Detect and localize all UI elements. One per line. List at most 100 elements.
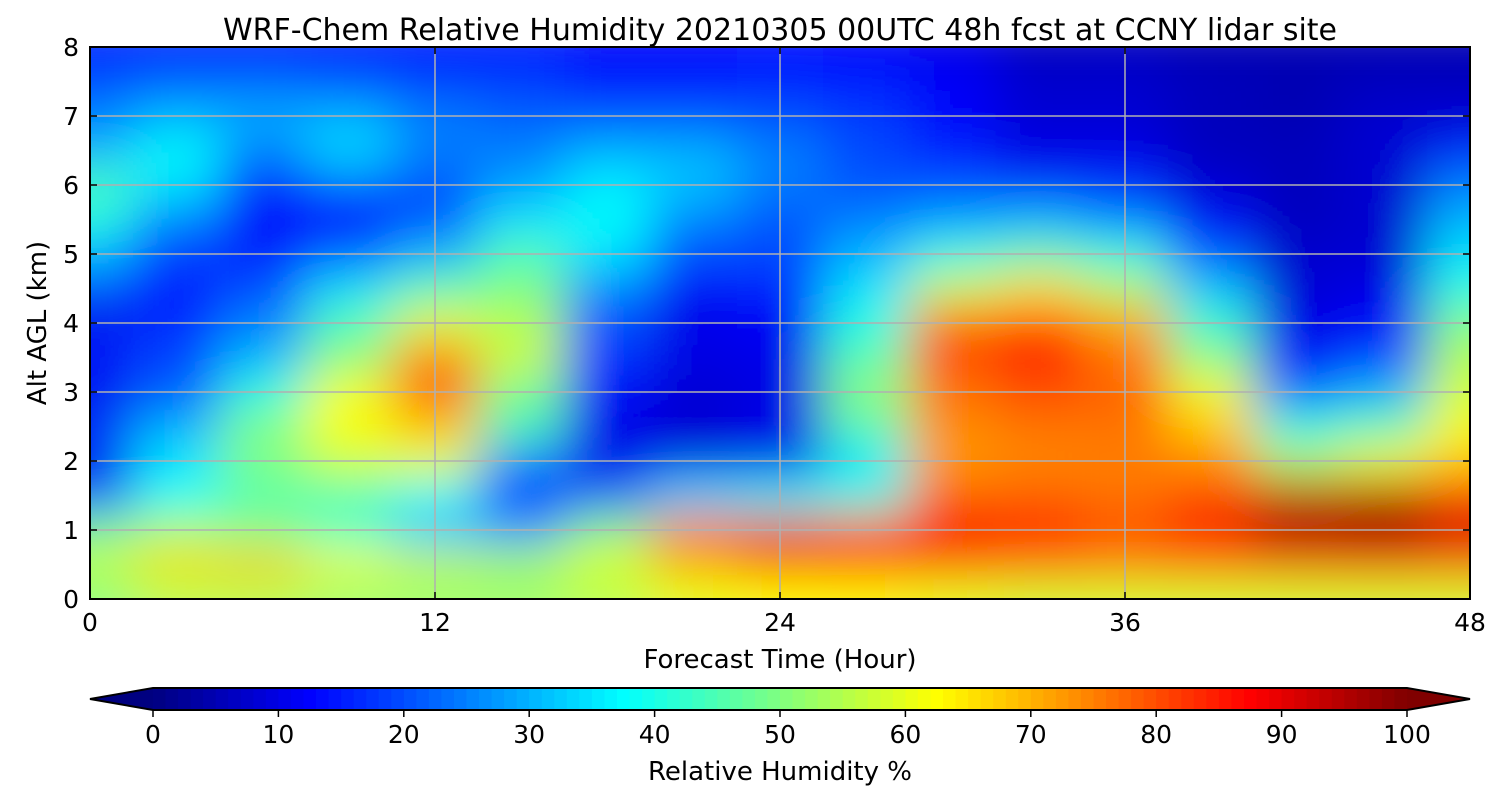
colorbar-segment	[604, 688, 618, 710]
heatmap-cell	[1340, 47, 1428, 65]
colorbar-segment	[491, 688, 505, 710]
colorbar-segment	[717, 688, 731, 710]
heatmap-cell	[90, 578, 134, 599]
colorbar-ticks: 0 10 20 30 40 50 60 70 80 90 100	[145, 710, 1431, 749]
heatmap-cell	[650, 409, 738, 445]
colorbar-segment	[278, 688, 292, 710]
heatmap-cell	[1254, 133, 1342, 169]
heatmap-cell	[995, 47, 1083, 65]
colorbar-segment	[1269, 688, 1283, 710]
heatmap-cell	[995, 133, 1083, 169]
colorbar-segment	[780, 688, 794, 710]
heatmap-cell	[650, 340, 738, 376]
colorbar-segment	[1030, 688, 1044, 710]
heatmap-cell	[219, 547, 307, 579]
colorbar-segment	[190, 688, 204, 710]
heatmap-cell	[650, 47, 738, 65]
colorbar-segment	[416, 688, 430, 710]
heatmap-cell	[1340, 202, 1428, 238]
colorbar-tick-label: 100	[1383, 720, 1431, 749]
heatmap-cell	[995, 409, 1083, 445]
heatmap-cell	[1340, 340, 1428, 376]
heatmap-cell	[1426, 64, 1470, 100]
heatmap-cell	[650, 478, 738, 514]
heatmap-cell	[1168, 340, 1255, 376]
colorbar-segment	[692, 688, 706, 710]
heatmap-cell	[1340, 64, 1428, 100]
heatmap-cell	[305, 202, 393, 238]
heatmap-cell	[90, 271, 134, 307]
x-tick-label: 0	[82, 608, 98, 637]
colorbar-segment	[1369, 688, 1383, 710]
chart-title: WRF-Chem Relative Humidity 20210305 00UT…	[223, 13, 1337, 48]
heatmap-cell	[564, 271, 652, 307]
heatmap-cell	[650, 271, 738, 307]
heatmap-cell	[478, 64, 565, 100]
colorbar-segment	[504, 688, 518, 710]
y-tick-label: 4	[63, 309, 79, 338]
colorbar-segment	[1331, 688, 1345, 710]
x-tick-label: 12	[419, 608, 451, 637]
heatmap-cell	[90, 47, 134, 65]
colorbar-tick-label: 90	[1266, 720, 1298, 749]
heatmap-cell	[823, 64, 910, 100]
colorbar-segment	[704, 688, 718, 710]
colorbar-tick-label: 40	[639, 720, 671, 749]
heatmap-cell	[909, 478, 997, 514]
heatmap-cell	[1254, 47, 1342, 65]
heatmap-cell	[133, 578, 220, 599]
colorbar-segment	[1143, 688, 1157, 710]
colorbar-segment	[153, 688, 167, 710]
colorbar-tick-label: 60	[889, 720, 921, 749]
x-tick-label: 24	[764, 608, 796, 637]
heatmap-cell	[478, 133, 565, 169]
colorbar-segment	[441, 688, 455, 710]
heatmap-cell	[909, 47, 997, 65]
colorbar-segment	[642, 688, 656, 710]
colorbar-label: Relative Humidity %	[648, 757, 912, 787]
colorbar-segment	[930, 688, 944, 710]
colorbar-tick-label: 30	[513, 720, 545, 749]
heatmap-cell	[133, 271, 220, 307]
heatmap-cell	[1426, 133, 1470, 169]
heatmap-cell	[650, 578, 738, 599]
heatmap-cell	[1340, 271, 1428, 307]
colorbar-segment	[867, 688, 881, 710]
colorbar-segment	[1243, 688, 1258, 710]
colorbar-segment	[1156, 688, 1170, 710]
colorbar-segment	[729, 688, 743, 710]
heatmap-cell	[478, 478, 565, 514]
colorbar-segment	[215, 688, 229, 710]
colorbar-tick-label: 10	[262, 720, 294, 749]
heatmap-cell	[1254, 409, 1342, 445]
heatmap-cell	[823, 47, 910, 65]
heatmap-cell	[650, 64, 738, 100]
heatmap-cell	[909, 409, 997, 445]
heatmap-cell	[650, 547, 738, 579]
heatmap-cell	[219, 578, 307, 599]
colorbar-segment	[993, 688, 1007, 710]
heatmap-cell	[1168, 578, 1255, 599]
colorbar-segment	[905, 688, 919, 710]
heatmap-cell	[478, 271, 565, 307]
heatmap-cell	[995, 547, 1083, 579]
heatmap-cell	[823, 578, 910, 599]
heatmap-cell	[305, 409, 393, 445]
heatmap-cell	[823, 478, 910, 514]
colorbar-segment	[453, 688, 468, 710]
y-tick-label: 2	[63, 447, 79, 476]
heatmap-cell	[1426, 47, 1470, 65]
y-tick-label: 5	[63, 240, 79, 269]
heatmap-cell	[650, 133, 738, 169]
colorbar-tick-label: 50	[764, 720, 796, 749]
heatmap-cell	[1340, 578, 1428, 599]
heatmap-cell	[1168, 47, 1255, 65]
heatmap-cell	[995, 578, 1083, 599]
heatmap-cell	[564, 578, 652, 599]
colorbar-segment	[516, 688, 530, 710]
heatmap-cell	[1426, 478, 1470, 514]
colorbar-segment	[892, 688, 906, 710]
heatmap-cell	[1426, 271, 1470, 307]
colorbar-segment	[391, 688, 405, 710]
heatmap-cell	[219, 409, 307, 445]
